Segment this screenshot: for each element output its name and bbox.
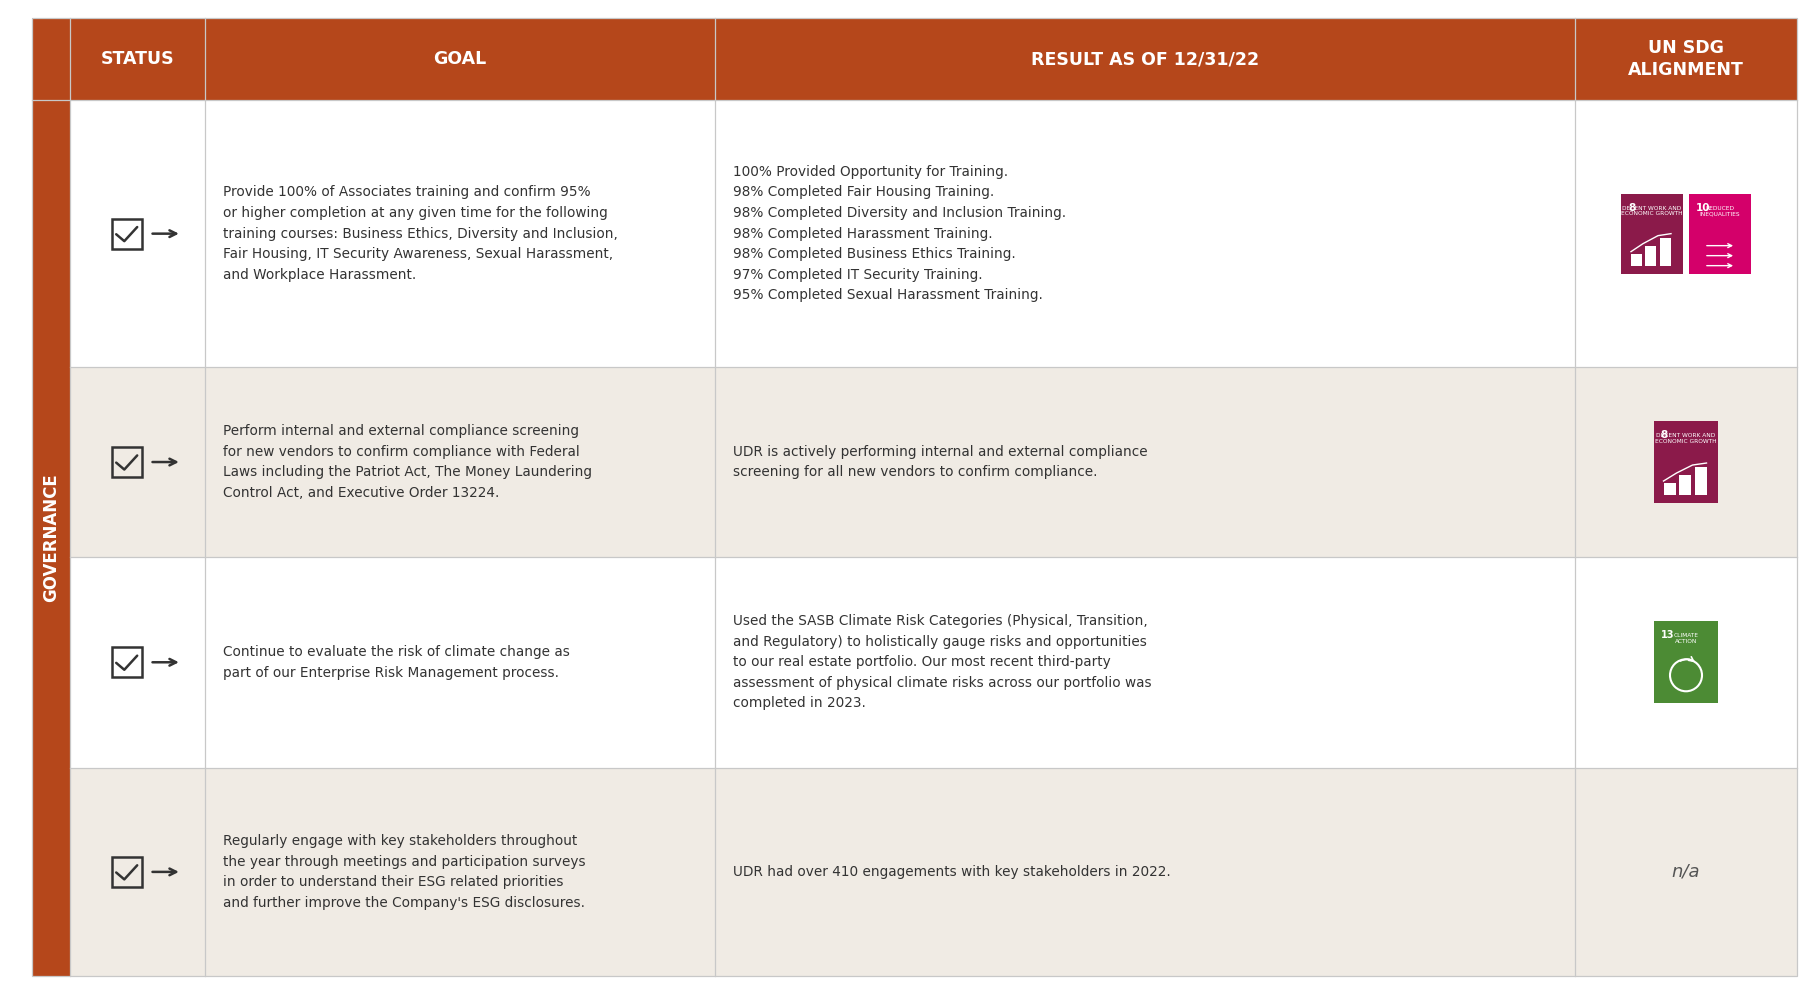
Text: 10: 10 <box>1697 203 1711 213</box>
Text: CLIMATE
ACTION: CLIMATE ACTION <box>1673 633 1699 644</box>
FancyBboxPatch shape <box>1679 475 1691 495</box>
FancyBboxPatch shape <box>70 368 1798 557</box>
FancyBboxPatch shape <box>32 100 70 976</box>
FancyBboxPatch shape <box>1661 238 1671 265</box>
FancyBboxPatch shape <box>1621 194 1682 273</box>
Text: n/a: n/a <box>1671 863 1700 881</box>
Text: Perform internal and external compliance screening
for new vendors to confirm co: Perform internal and external compliance… <box>224 424 592 500</box>
Text: RESULT AS OF 12/31/22: RESULT AS OF 12/31/22 <box>1031 50 1260 68</box>
Text: UN SDG
ALIGNMENT: UN SDG ALIGNMENT <box>1628 39 1744 80</box>
FancyBboxPatch shape <box>70 100 1798 368</box>
Text: UDR had over 410 engagements with key stakeholders in 2022.: UDR had over 410 engagements with key st… <box>733 865 1171 879</box>
Text: 13: 13 <box>1661 630 1673 640</box>
FancyBboxPatch shape <box>70 557 1798 767</box>
Text: GOAL: GOAL <box>433 50 487 68</box>
Text: DECENT WORK AND
ECONOMIC GROWTH: DECENT WORK AND ECONOMIC GROWTH <box>1621 206 1682 217</box>
Text: GOVERNANCE: GOVERNANCE <box>42 473 60 602</box>
Text: STATUS: STATUS <box>101 50 175 68</box>
Text: 8: 8 <box>1628 203 1635 213</box>
Text: Used the SASB Climate Risk Categories (Physical, Transition,
and Regulatory) to : Used the SASB Climate Risk Categories (P… <box>733 614 1152 711</box>
FancyBboxPatch shape <box>1632 253 1643 265</box>
FancyBboxPatch shape <box>1689 194 1751 273</box>
Text: 8: 8 <box>1661 430 1668 440</box>
Text: Regularly engage with key stakeholders throughout
the year through meetings and : Regularly engage with key stakeholders t… <box>224 834 585 910</box>
FancyBboxPatch shape <box>1695 467 1706 495</box>
FancyBboxPatch shape <box>1653 621 1718 704</box>
FancyBboxPatch shape <box>1664 483 1675 495</box>
Text: DECENT WORK AND
ECONOMIC GROWTH: DECENT WORK AND ECONOMIC GROWTH <box>1655 433 1717 444</box>
Text: 100% Provided Opportunity for Training.
98% Completed Fair Housing Training.
98%: 100% Provided Opportunity for Training. … <box>733 165 1067 302</box>
FancyBboxPatch shape <box>1646 246 1657 265</box>
Text: UDR is actively performing internal and external compliance
screening for all ne: UDR is actively performing internal and … <box>733 444 1148 479</box>
Text: Provide 100% of Associates training and confirm 95%
or higher completion at any : Provide 100% of Associates training and … <box>224 186 617 282</box>
Text: Continue to evaluate the risk of climate change as
part of our Enterprise Risk M: Continue to evaluate the risk of climate… <box>224 645 570 680</box>
FancyBboxPatch shape <box>32 18 1798 100</box>
FancyBboxPatch shape <box>1653 421 1718 503</box>
FancyBboxPatch shape <box>70 767 1798 976</box>
Text: REDUCED
INEQUALITIES: REDUCED INEQUALITIES <box>1700 206 1740 217</box>
